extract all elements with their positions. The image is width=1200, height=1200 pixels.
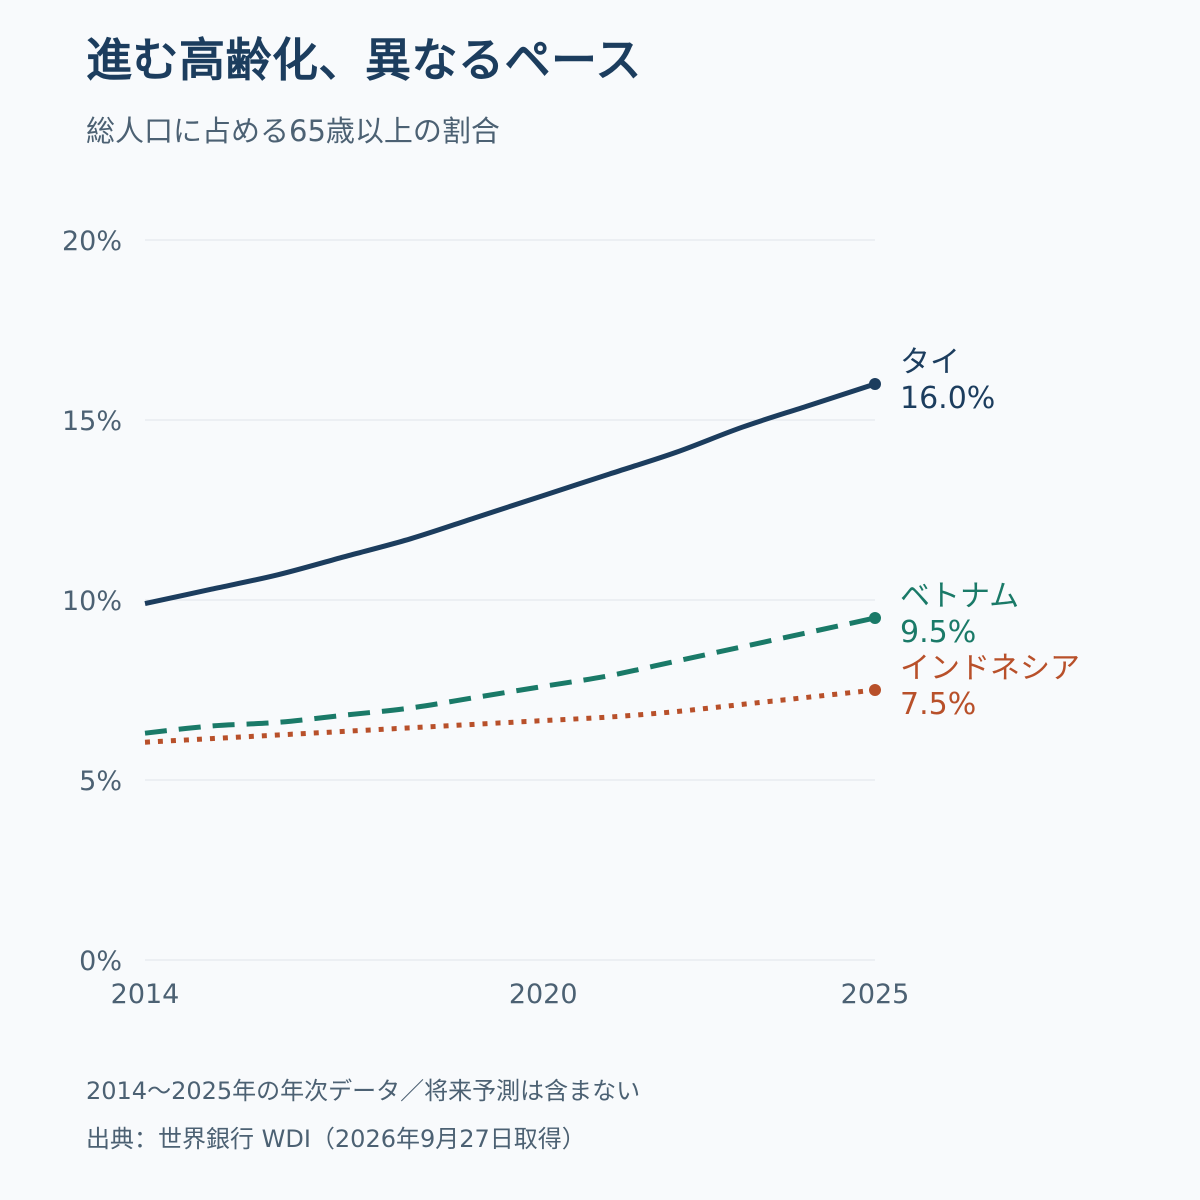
series-line-0	[144, 381, 876, 607]
x-tick-label: 2020	[509, 979, 578, 1010]
series-name-label: タイ	[900, 345, 960, 380]
series-line-1	[144, 615, 876, 736]
y-tick-label: 20%	[62, 226, 122, 257]
series-end-point-0	[869, 378, 881, 390]
y-tick-label: 15%	[62, 406, 122, 437]
source-note: 出典：世界銀行 WDI（2026年9月27日取得）	[86, 1125, 586, 1153]
series-end-point-1	[869, 612, 881, 624]
y-tick-label: 0%	[79, 946, 122, 977]
series-lines	[144, 378, 881, 745]
y-tick-label: 5%	[79, 766, 122, 797]
series-line-2	[144, 687, 876, 745]
series-name-label: ベトナム	[900, 579, 1019, 614]
data-note: 2014〜2025年の年次データ／将来予測は含まない	[86, 1077, 641, 1105]
chart-subtitle: 総人口に占める65歳以上の割合	[86, 114, 500, 148]
x-tick-label: 2025	[841, 979, 910, 1010]
series-value-label: 16.0%	[900, 381, 995, 416]
x-tick-label: 2014	[111, 979, 180, 1010]
y-axis-ticks: 0% 5% 10% 15% 20%	[62, 226, 122, 977]
series-value-label: 7.5%	[900, 687, 976, 722]
series-end-point-2	[869, 684, 881, 696]
series-value-label: 9.5%	[900, 615, 976, 650]
x-axis-ticks: 2014 2020 2025	[111, 979, 910, 1010]
chart-title: 進む高齢化、異なるペース	[86, 33, 642, 87]
grid-lines	[145, 239, 875, 961]
y-tick-label: 10%	[62, 586, 122, 617]
series-name-label: インドネシア	[900, 651, 1080, 686]
